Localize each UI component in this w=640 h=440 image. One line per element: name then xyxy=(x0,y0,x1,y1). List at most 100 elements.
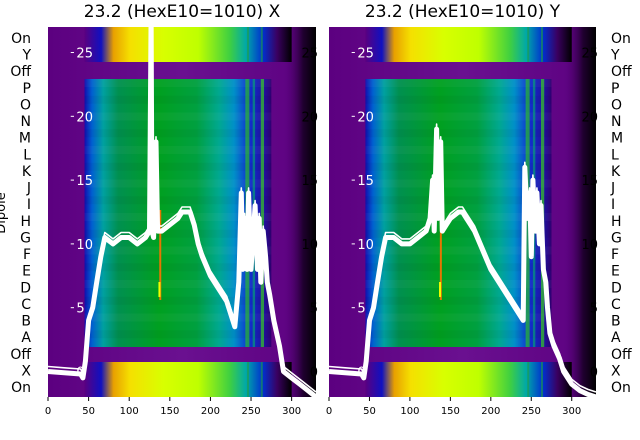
trace-ytick-label-edge: 25 xyxy=(581,47,598,62)
trace-ytick-label: 25 xyxy=(357,47,374,62)
heatmap-row-stripe xyxy=(365,79,551,87)
dipole-label: Off xyxy=(10,64,31,80)
x-tick-label: 0 xyxy=(326,406,332,417)
heatmap-row-stripe xyxy=(85,113,272,121)
x-tick-label: 100 xyxy=(120,406,139,417)
dipole-label: Off xyxy=(10,347,31,363)
dipole-label: E xyxy=(22,264,31,280)
heatmap-row-stripe xyxy=(85,180,272,188)
trace-ytick-label: 20 xyxy=(357,110,374,125)
trace-ytick-label-edge: 10 xyxy=(581,238,598,253)
dipole-label: L xyxy=(611,147,619,163)
dipole-label: N xyxy=(611,114,621,130)
trace-ytick-label: 0 xyxy=(357,365,365,380)
dipole-label: E xyxy=(611,264,620,280)
dipole-label: M xyxy=(611,131,623,147)
dipole-label: J xyxy=(610,181,615,197)
trace-ytick-label-edge: 20 xyxy=(301,110,318,125)
dipole-label: O xyxy=(611,97,622,113)
heatmap-row-stripe xyxy=(85,297,272,305)
heatmap-column xyxy=(527,27,530,62)
heatmap-right-fade xyxy=(563,27,596,397)
dipole-label: F xyxy=(611,247,619,263)
trace-ytick-label-edge: 15 xyxy=(301,174,318,189)
heatmap-band-bottom xyxy=(84,362,292,397)
heatmap-row-stripe xyxy=(85,146,272,154)
dipole-label: Off xyxy=(611,347,632,363)
heatmap-band-bottom xyxy=(365,362,572,397)
heatmap-spike-bright xyxy=(158,282,161,297)
chart-title: 23.2 (HexE10=1010) X xyxy=(84,2,281,22)
chart-title: 23.2 (HexE10=1010) Y xyxy=(365,2,561,22)
heatmap-row-stripe xyxy=(365,96,551,104)
trace-ytick-label-edge: 5 xyxy=(590,302,598,317)
heatmap-row-stripe xyxy=(85,163,272,171)
x-tick-label: 200 xyxy=(201,406,220,417)
dipole-label: K xyxy=(611,164,621,180)
trace-ytick-label: 15 xyxy=(357,174,374,189)
dipole-label: P xyxy=(23,81,31,97)
dipole-label: Y xyxy=(21,48,31,64)
trace-ytick-label: 25 xyxy=(76,47,93,62)
dipole-label: I xyxy=(611,197,615,213)
heatmap-column xyxy=(540,362,543,397)
heatmap-row-stripe xyxy=(85,96,272,104)
trace-ytick-label-edge: 25 xyxy=(301,47,318,62)
dipole-label: B xyxy=(611,314,621,330)
trace-ytick-label: 15 xyxy=(76,174,93,189)
x-tick-label: 300 xyxy=(282,406,301,417)
trace-ytick-label: 0 xyxy=(76,365,84,380)
dipole-label: O xyxy=(20,97,31,113)
x-tick-label: 50 xyxy=(82,406,95,417)
x-tick-label: 150 xyxy=(441,406,460,417)
dipole-label: C xyxy=(21,297,31,313)
trace-ytick-label-edge: 10 xyxy=(301,238,318,253)
dipole-label: X xyxy=(21,363,31,379)
x-tick-label: 250 xyxy=(522,406,541,417)
dipole-label: X xyxy=(611,363,621,379)
dipole-label: Off xyxy=(611,64,632,80)
heatmap-row-stripe xyxy=(85,280,272,288)
trace-ytick-label: 10 xyxy=(76,238,93,253)
heatmap-column xyxy=(540,27,543,62)
dipole-label: A xyxy=(21,330,31,346)
dipole-label: B xyxy=(21,314,31,330)
trace-ytick-label: 20 xyxy=(76,110,93,125)
heatmap-column xyxy=(246,362,249,397)
trace-ytick-label-edge: 15 xyxy=(581,174,598,189)
x-tick-label: 50 xyxy=(363,406,376,417)
dipole-label: On xyxy=(11,31,31,47)
heatmap-row-stripe xyxy=(85,79,272,87)
x-tick-label: 0 xyxy=(45,406,51,417)
dipole-label: H xyxy=(20,214,31,230)
trace-line xyxy=(328,123,597,393)
trace-ytick-label-edge: 0 xyxy=(590,365,598,380)
dipole-label: P xyxy=(611,81,619,97)
dipole-label: D xyxy=(611,280,622,296)
dipole-label: G xyxy=(20,230,31,246)
dipole-label: K xyxy=(22,164,32,180)
dipole-label: On xyxy=(611,31,631,47)
x-tick-label: 300 xyxy=(562,406,581,417)
y-axis-label: Dipole xyxy=(0,192,9,233)
heatmap-column xyxy=(527,362,530,397)
x-tick-label: 150 xyxy=(160,406,179,417)
heatmap-band-top xyxy=(365,27,572,62)
dipole-label: N xyxy=(21,114,31,130)
heatmap-spike xyxy=(439,210,442,300)
trace-ytick-label: 10 xyxy=(357,238,374,253)
trace-ytick-label: 5 xyxy=(76,302,84,317)
trace-ytick-label-edge: 20 xyxy=(581,110,598,125)
trace-ytick-label-edge: 0 xyxy=(310,365,318,380)
x-tick-label: 200 xyxy=(481,406,500,417)
heatmap-row-stripe xyxy=(85,314,272,322)
heatmap-column xyxy=(260,362,263,397)
heatmap-row-stripe xyxy=(365,330,551,338)
heatmap-right-fade xyxy=(283,27,316,397)
heatmap-row-stripe xyxy=(85,330,272,338)
trace-ytick-label-edge: 5 xyxy=(310,302,318,317)
dipole-label: H xyxy=(611,214,622,230)
trace-line xyxy=(47,8,317,393)
